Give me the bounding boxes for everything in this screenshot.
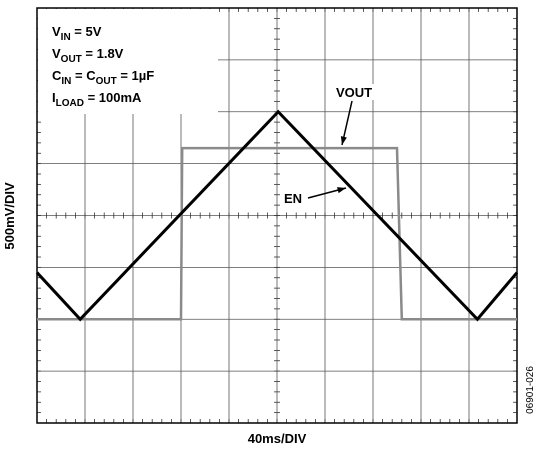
annotation-text: V [52,24,61,39]
annotation-text: = 100mA [84,90,142,105]
subscript: LOAD [56,98,84,109]
figure-id: 06901-026 [525,366,536,414]
annotation: VOUT = 1.8V [52,46,124,65]
x-axis-label: 40ms/DIV [248,431,307,446]
subscript: IN [61,76,71,87]
label-bg [334,84,374,100]
trace [37,146,517,321]
y-axis-label: 500mV/DIV [2,182,17,250]
annotation-text: = 1µF [117,68,155,83]
subscript: OUT [61,54,82,65]
label-arrow-head [340,136,347,145]
series-label: EN [284,191,302,206]
label-arrow-head [337,187,346,194]
annotation-text: = 5V [71,24,102,39]
label-bg [282,190,306,206]
trace [35,109,519,322]
series-label: VOUT [336,85,372,100]
subscript: OUT [96,76,117,87]
subscript: IN [61,32,71,43]
annotation-text: C [52,68,62,83]
plot-border [36,7,518,424]
annotation: VIN = 5V [52,24,102,43]
annotation-box [38,9,218,114]
annotation-text: = C [71,68,96,83]
annotation-text: V [52,46,61,61]
annotation-text: = 1.8V [82,46,124,61]
annotation: ILOAD = 100mA [52,90,142,109]
annotation: CIN = COUT = 1µF [52,68,154,87]
annotation-text: I [52,90,56,105]
